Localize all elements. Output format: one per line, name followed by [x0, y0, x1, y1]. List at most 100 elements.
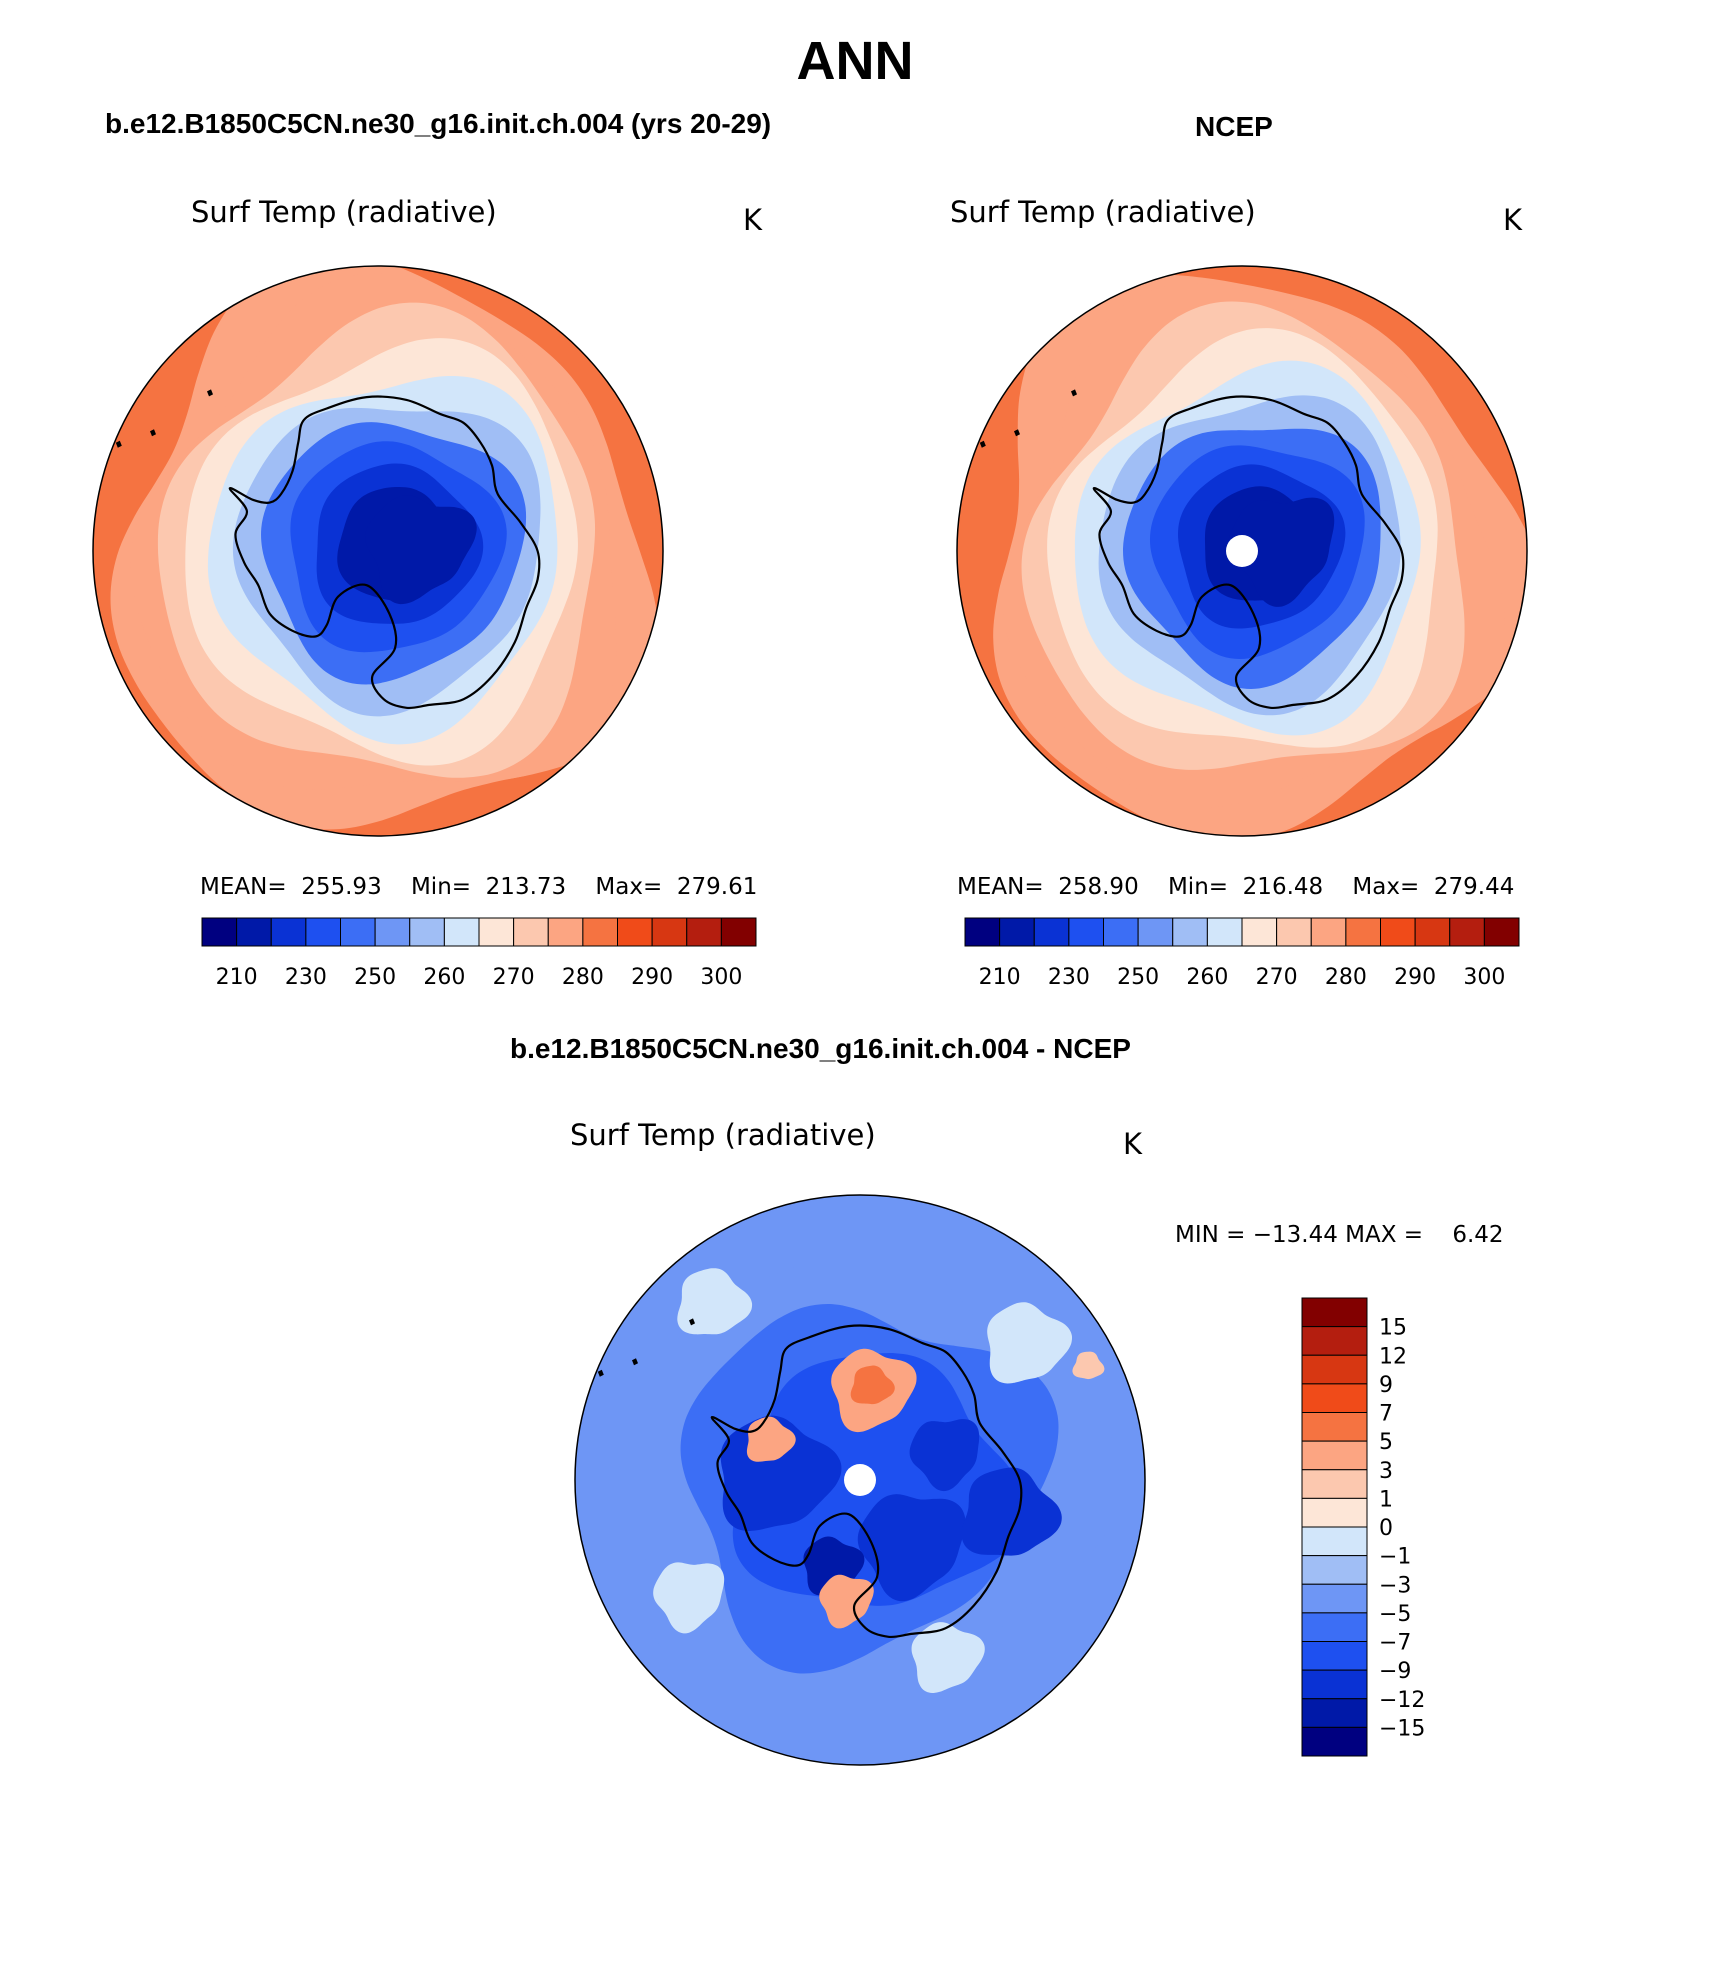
- colorbar-tick-label: 5: [1379, 1430, 1393, 1455]
- colorbar-tick-label: 300: [1463, 965, 1505, 990]
- stats-ncep: MEAN= 258.90 Min= 216.48 Max= 279.44: [957, 874, 1514, 900]
- colorbar-swatch: [1301, 1497, 1368, 1528]
- colorbar-tick-label: 300: [700, 965, 742, 990]
- colorbar-tick-label: 270: [1256, 965, 1298, 990]
- mean-value: 255.93: [301, 874, 382, 900]
- colorbar-swatch: [1301, 1526, 1368, 1557]
- colorbar-tick-label: 1: [1379, 1487, 1393, 1512]
- contour-band: [677, 1268, 753, 1335]
- contour-band: [987, 1302, 1073, 1384]
- contour-band: [1072, 1351, 1105, 1380]
- panel-title-ncep: NCEP: [1195, 111, 1273, 142]
- island: [979, 440, 986, 448]
- colorbar-tick-label: −15: [1379, 1716, 1425, 1741]
- mean-value: 258.90: [1058, 874, 1139, 900]
- colorbar-tick-label: 12: [1379, 1344, 1407, 1369]
- colorbar-swatch: [513, 917, 549, 947]
- colorbar-swatch: [1301, 1412, 1368, 1442]
- colorbar-swatch: [478, 917, 515, 947]
- map-model: [92, 265, 664, 837]
- antarctica-coastline: [228, 395, 541, 710]
- colorbar-swatch: [1301, 1612, 1368, 1642]
- units-label-difference: K: [1123, 1127, 1143, 1161]
- contour-band: [857, 1494, 966, 1602]
- min-label: Min=: [1167, 874, 1229, 900]
- colorbar-swatch: [1301, 1641, 1368, 1671]
- colorbar-swatch: [1345, 917, 1381, 947]
- colorbar-swatch: [1241, 917, 1278, 947]
- colorbar-swatch: [720, 917, 757, 947]
- island: [689, 1318, 695, 1326]
- min-label: Min=: [410, 874, 472, 900]
- colorbar-swatch: [1301, 1440, 1368, 1471]
- colorbar-swatch: [374, 917, 411, 947]
- map-ncep: [956, 265, 1528, 837]
- colorbar-swatch: [409, 917, 445, 947]
- colorbar-swatch: [340, 917, 376, 947]
- contour-band: [911, 1622, 985, 1693]
- antarctica-coastline: [1092, 395, 1405, 710]
- colorbar-tick-label: 15: [1379, 1316, 1407, 1341]
- contour-band: [365, 495, 477, 605]
- colorbar-tick-label: −1: [1379, 1545, 1411, 1570]
- colorbar-tick-label: 0: [1379, 1516, 1393, 1541]
- colorbar-tick-label: 230: [1048, 965, 1090, 990]
- colorbar-tick-label: 9: [1379, 1373, 1393, 1398]
- colorbar-swatch: [1276, 917, 1312, 947]
- colorbar-tick-label: −9: [1379, 1659, 1411, 1684]
- panel-title-difference: b.e12.B1850C5CN.ne30_g16.init.ch.004 - N…: [510, 1033, 1131, 1064]
- colorbar-swatch: [1301, 1326, 1368, 1356]
- contour-band: [1227, 497, 1335, 607]
- island: [1014, 429, 1020, 437]
- panel-title-model: b.e12.B1850C5CN.ne30_g16.init.ch.004 (yr…: [105, 108, 772, 139]
- colorbar-swatch: [1301, 1669, 1368, 1700]
- colorbar-swatch: [1172, 917, 1208, 947]
- colorbar-tick-label: 270: [493, 965, 535, 990]
- variable-label-model: Surf Temp (radiative): [191, 195, 497, 229]
- island: [1071, 389, 1077, 397]
- stats-difference: MIN = −13.44 MAX = 6.42: [1175, 1222, 1504, 1248]
- colorbar-tick-label: 250: [1117, 965, 1159, 990]
- pole-hole: [844, 1464, 876, 1496]
- pole-hole: [1226, 535, 1258, 567]
- mean-label: MEAN=: [200, 874, 287, 900]
- colorbar-tick-label: 230: [285, 965, 327, 990]
- island: [632, 1358, 638, 1366]
- map-border: [92, 265, 664, 837]
- colorbar-swatch: [1301, 1583, 1368, 1614]
- max-value: 279.44: [1433, 874, 1515, 900]
- colorbar-tick-label: 210: [216, 965, 258, 990]
- colorbar-swatch: [1483, 917, 1520, 947]
- colorbar-swatch: [582, 917, 618, 947]
- colorbar-swatch: [1301, 1698, 1368, 1728]
- colorbar-tick-label: −3: [1379, 1573, 1411, 1598]
- colorbar-swatch: [964, 917, 1001, 947]
- map-difference: [574, 1194, 1146, 1766]
- max-label: Max=: [1352, 874, 1420, 900]
- colorbar-model: 210 230 250 260 270 280 290 300: [201, 917, 757, 990]
- contour-band: [850, 1365, 895, 1405]
- contour-band: [961, 1467, 1062, 1556]
- variable-label-ncep: Surf Temp (radiative): [950, 195, 1256, 229]
- colorbar-tick-label: 260: [423, 965, 465, 990]
- colorbar-swatch: [1068, 917, 1104, 947]
- colorbar-tick-label: 290: [1394, 965, 1436, 990]
- colorbar-swatch: [1301, 1297, 1368, 1328]
- min-value: 216.48: [1242, 874, 1324, 900]
- colorbar-swatch: [1310, 917, 1347, 947]
- colorbar-tick-label: −7: [1379, 1631, 1411, 1656]
- contour-band: [653, 1562, 725, 1634]
- colorbar-swatch: [1301, 1469, 1368, 1499]
- colorbar-swatch: [1033, 917, 1070, 947]
- variable-label-difference: Surf Temp (radiative): [570, 1118, 876, 1152]
- colorbar-swatch: [547, 917, 584, 947]
- colorbar-swatch: [1103, 917, 1139, 947]
- stats-model: MEAN= 255.93 Min= 213.73 Max= 279.61: [200, 874, 757, 900]
- colorbar-tick-label: 280: [562, 965, 604, 990]
- map-border: [574, 1194, 1146, 1766]
- island: [150, 429, 156, 437]
- contour-band: [819, 1574, 874, 1629]
- colorbar-swatch: [1301, 1555, 1368, 1585]
- colorbar-swatch: [1206, 917, 1243, 947]
